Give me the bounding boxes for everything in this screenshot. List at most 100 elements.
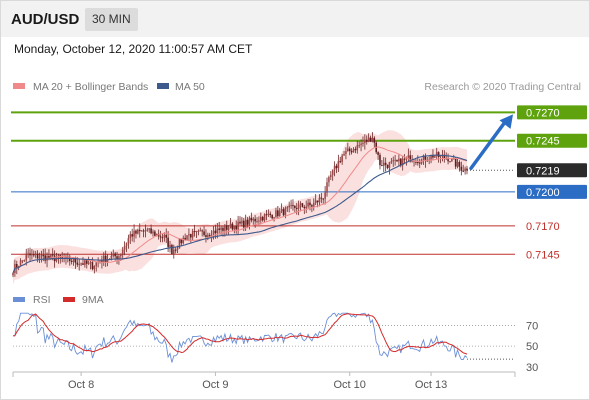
- candle-body: [260, 216, 262, 221]
- rsi-legend: RSI 9MA: [13, 294, 104, 306]
- candle-body: [371, 137, 374, 142]
- candle-body: [125, 243, 128, 246]
- moving-averages: [12, 146, 468, 274]
- candle-body: [466, 168, 468, 171]
- candle-body: [40, 255, 43, 258]
- candle-body: [178, 238, 181, 249]
- candle-body: [282, 209, 285, 216]
- candle-body: [172, 249, 175, 255]
- candle-body: [278, 211, 281, 217]
- candle-body: [137, 229, 139, 234]
- candle-body: [159, 236, 162, 238]
- candle-body: [29, 253, 31, 256]
- candle-body: [208, 234, 211, 237]
- candle-body: [186, 235, 188, 240]
- candle-body: [116, 256, 118, 259]
- candle-body: [23, 260, 26, 262]
- candle-body: [42, 255, 45, 257]
- candle-body: [326, 182, 328, 193]
- candle-body: [15, 264, 18, 268]
- candle-body: [432, 154, 434, 158]
- candle-body: [146, 229, 149, 231]
- rsi-ma-line: [13, 313, 468, 355]
- candle-body: [65, 256, 67, 259]
- candle-body: [91, 262, 94, 270]
- candle-body: [280, 209, 283, 212]
- candle-body: [303, 206, 306, 209]
- candle-body: [392, 160, 395, 162]
- candle-body: [409, 155, 412, 162]
- candle-body: [129, 234, 132, 239]
- candle-body: [114, 253, 116, 257]
- candle-body: [407, 155, 410, 158]
- candle-body: [152, 231, 154, 234]
- candle-body: [144, 230, 147, 232]
- rsi-tick-50: 50: [526, 341, 538, 353]
- candle-body: [250, 217, 253, 221]
- candle-body: [121, 249, 124, 254]
- candle-body: [348, 148, 351, 152]
- candle-body: [174, 249, 177, 251]
- candle-body: [244, 219, 247, 228]
- level-tag-0.7200: [517, 184, 587, 199]
- candle-body: [261, 216, 264, 221]
- candle-body: [422, 155, 425, 160]
- candle-body: [258, 220, 260, 222]
- candle-body: [254, 218, 256, 222]
- candle-body: [377, 152, 379, 155]
- candle-body: [390, 161, 393, 163]
- level-label-0.7245: 0.7245: [526, 136, 560, 148]
- candle-body: [85, 260, 88, 264]
- candle-body: [21, 260, 24, 262]
- candle-body: [347, 148, 349, 152]
- candle-body: [320, 197, 323, 199]
- candle-body: [430, 154, 432, 160]
- candle-body: [123, 245, 126, 250]
- level-labels: 0.7270 0.7245 0.7219 0.7200 0.7170 0.7145: [517, 105, 587, 261]
- candle-body: [199, 230, 202, 232]
- candle-body: [265, 214, 268, 216]
- candle-body: [458, 161, 461, 167]
- candle-body: [386, 164, 389, 168]
- candle-body: [184, 237, 186, 240]
- candle-body: [311, 205, 313, 207]
- timestamp: Monday, October 12, 2020 11:00:57 AM CET: [14, 42, 253, 56]
- candle-body: [464, 168, 466, 171]
- candle-body: [256, 221, 258, 223]
- candle-body: [191, 231, 194, 238]
- rsi-legend-swatch: [13, 297, 25, 302]
- candle-body: [72, 258, 75, 262]
- candle-body: [182, 237, 185, 244]
- candle-body: [214, 230, 217, 234]
- timeframe-badge[interactable]: 30 MIN: [85, 8, 138, 31]
- candle-body: [328, 177, 330, 183]
- candle-body: [324, 192, 326, 199]
- candle-body: [118, 256, 120, 259]
- candle-body: [447, 158, 449, 162]
- rsi-legend-label: RSI: [33, 294, 51, 306]
- candle-body: [354, 149, 357, 151]
- candle-body: [190, 234, 192, 238]
- candle-body: [55, 258, 58, 262]
- candle-body: [352, 149, 355, 153]
- candle-body: [305, 206, 308, 209]
- candle-body: [103, 255, 105, 262]
- candle-body: [394, 159, 396, 161]
- x-tick-label: Oct 13: [415, 379, 447, 391]
- candle-body: [362, 142, 364, 144]
- x-tick-label: Oct 9: [202, 379, 228, 391]
- candle-body: [171, 244, 173, 255]
- header-bar: AUD/USD 30 MIN: [1, 1, 589, 37]
- candle-body: [358, 145, 360, 147]
- candle-body: [222, 227, 224, 231]
- candle-body: [242, 220, 245, 228]
- candle-body: [273, 217, 275, 219]
- candle-body: [418, 162, 421, 164]
- candle-body: [417, 162, 419, 164]
- candle-body: [364, 139, 366, 143]
- candle-body: [110, 255, 113, 259]
- candle-body: [131, 234, 133, 237]
- candle-body: [401, 158, 404, 166]
- candle-body: [290, 205, 292, 207]
